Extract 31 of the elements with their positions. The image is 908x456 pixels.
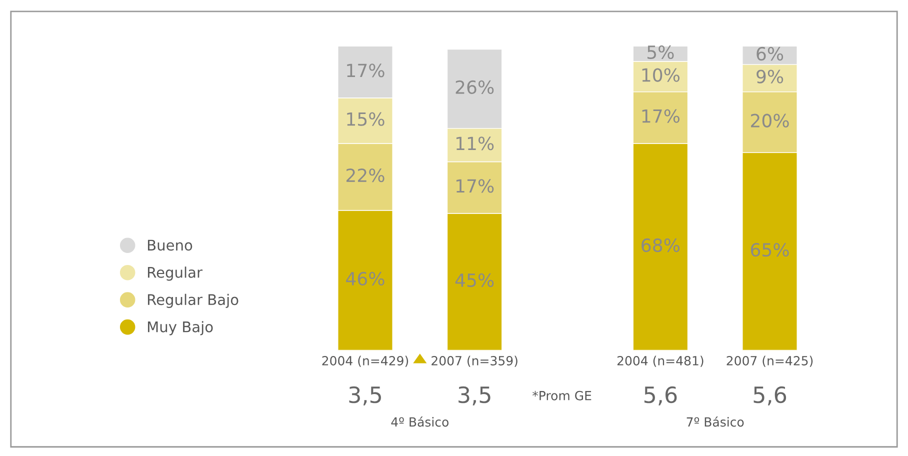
data-label: 46% [346,272,384,286]
data-label: 11% [456,136,494,150]
x-tick-label: 2007 (n=359) [432,356,518,367]
data-label: 17% [456,179,494,193]
x-tick-label: 2004 (n=429) [322,356,408,367]
data-label: 17% [642,109,680,123]
legend-label: Muy Bajo [148,321,213,336]
data-label: 20% [751,114,789,128]
legend-label: Regular Bajo [148,294,238,308]
text: 3,5 [458,386,490,406]
data-label: 65% [750,242,789,257]
text: 3,5 [349,386,381,406]
data-label: 9% [756,70,784,84]
legend-label: Regular [148,266,202,281]
x-tick-label: 2007 (n=425) [726,356,813,367]
data-label: 6% [756,46,784,61]
text: 4º Básico [391,416,448,427]
data-label: 5% [648,45,674,60]
data-label: 15% [347,112,384,126]
data-label: 10% [642,68,680,82]
data-label: 68% [642,238,680,252]
text: *Prom GE [532,390,592,400]
x-tick-label: 2004 (n=481) [617,356,704,367]
data-label: 45% [455,273,494,288]
data-label: 17% [347,64,384,78]
legend-label: Bueno [148,240,192,251]
text: 5,6 [754,386,786,406]
data-label: 26% [456,80,494,94]
text: 7º Básico [686,416,744,427]
data-label: 22% [346,168,384,182]
text: 5,6 [644,386,677,406]
